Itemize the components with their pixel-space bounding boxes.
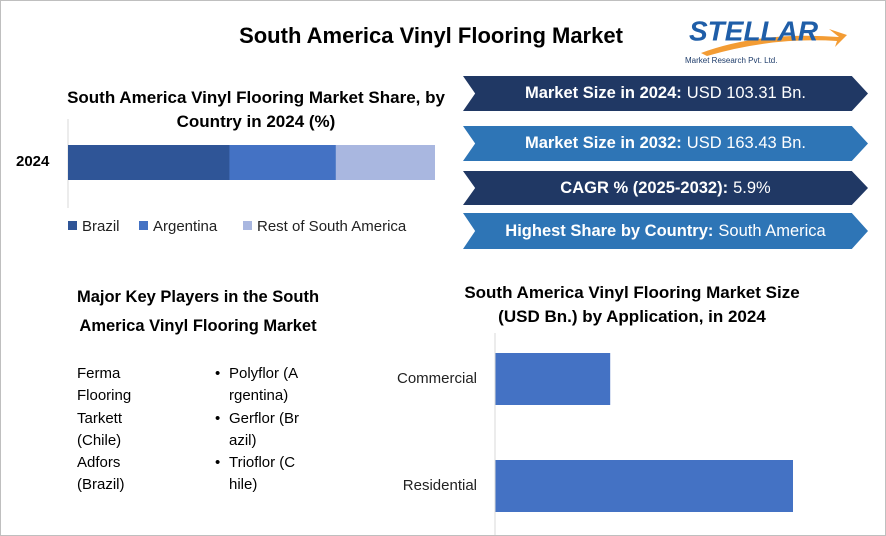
logo-name: STELLAR [689,15,819,46]
player: Adfors (Brazil) [77,454,125,494]
logo-tagline: Market Research Pvt. Ltd. [685,56,777,65]
key-players-title: Major Key Players in the South America V… [76,288,320,335]
legend-swatch [243,221,252,230]
player: Polyflor (Argentina) [215,363,299,408]
stat-value: USD 163.43 Bn. [686,134,807,152]
legend-label: Argentina [153,218,218,235]
stat-label: Market Size in 2024: [524,84,682,102]
bar-segment [68,145,230,180]
legend-label: Rest of South America [257,218,407,235]
stat-banner: Market Size in 2032: USD 163.43 Bn. [463,126,868,161]
y-tick-label: Residential [403,477,477,494]
player: Trioflor (Chile) [215,452,299,497]
player: Tarkett (Chile) [77,409,123,449]
chart-title: South America Vinyl Flooring Market Size… [464,283,800,326]
bar-segment [335,145,435,180]
y-tick-label: Commercial [397,370,477,387]
stat-value: USD 103.31 Bn. [686,84,807,102]
key-players-list: Polyflor (Argentina)Gerflor (Brazil)Trio… [215,363,299,497]
chart-title: South America Vinyl Flooring Market Shar… [67,88,445,131]
player: Ferma Flooring [77,365,132,405]
stat-label: Market Size in 2032: [524,134,682,152]
stat-banner: Highest Share by Country: South America [463,213,868,249]
stat-value: South America [718,221,826,240]
y-tick-label: 2024 [16,153,50,170]
stat-label: Highest Share by Country: [505,221,714,240]
main-title: South America Vinyl Flooring Market [239,23,623,48]
stat-value: 5.9% [733,178,771,197]
logo-swoosh [701,29,847,56]
legend-swatch [139,221,148,230]
player: Gerflor (Brazil) [215,408,299,453]
stat-banner: CAGR % (2025-2032): 5.9% [463,171,868,205]
stat-label: CAGR % (2025-2032): [560,178,729,197]
legend-label: Brazil [82,218,120,235]
bar [495,460,793,512]
bar [495,353,611,405]
bar-segment [229,145,336,180]
key-players-list: Ferma Flooring Tarkett (Chile) Adfors (Bra… [77,363,139,497]
legend-swatch [68,221,77,230]
stat-banner: Market Size in 2024: USD 103.31 Bn. [463,76,868,111]
